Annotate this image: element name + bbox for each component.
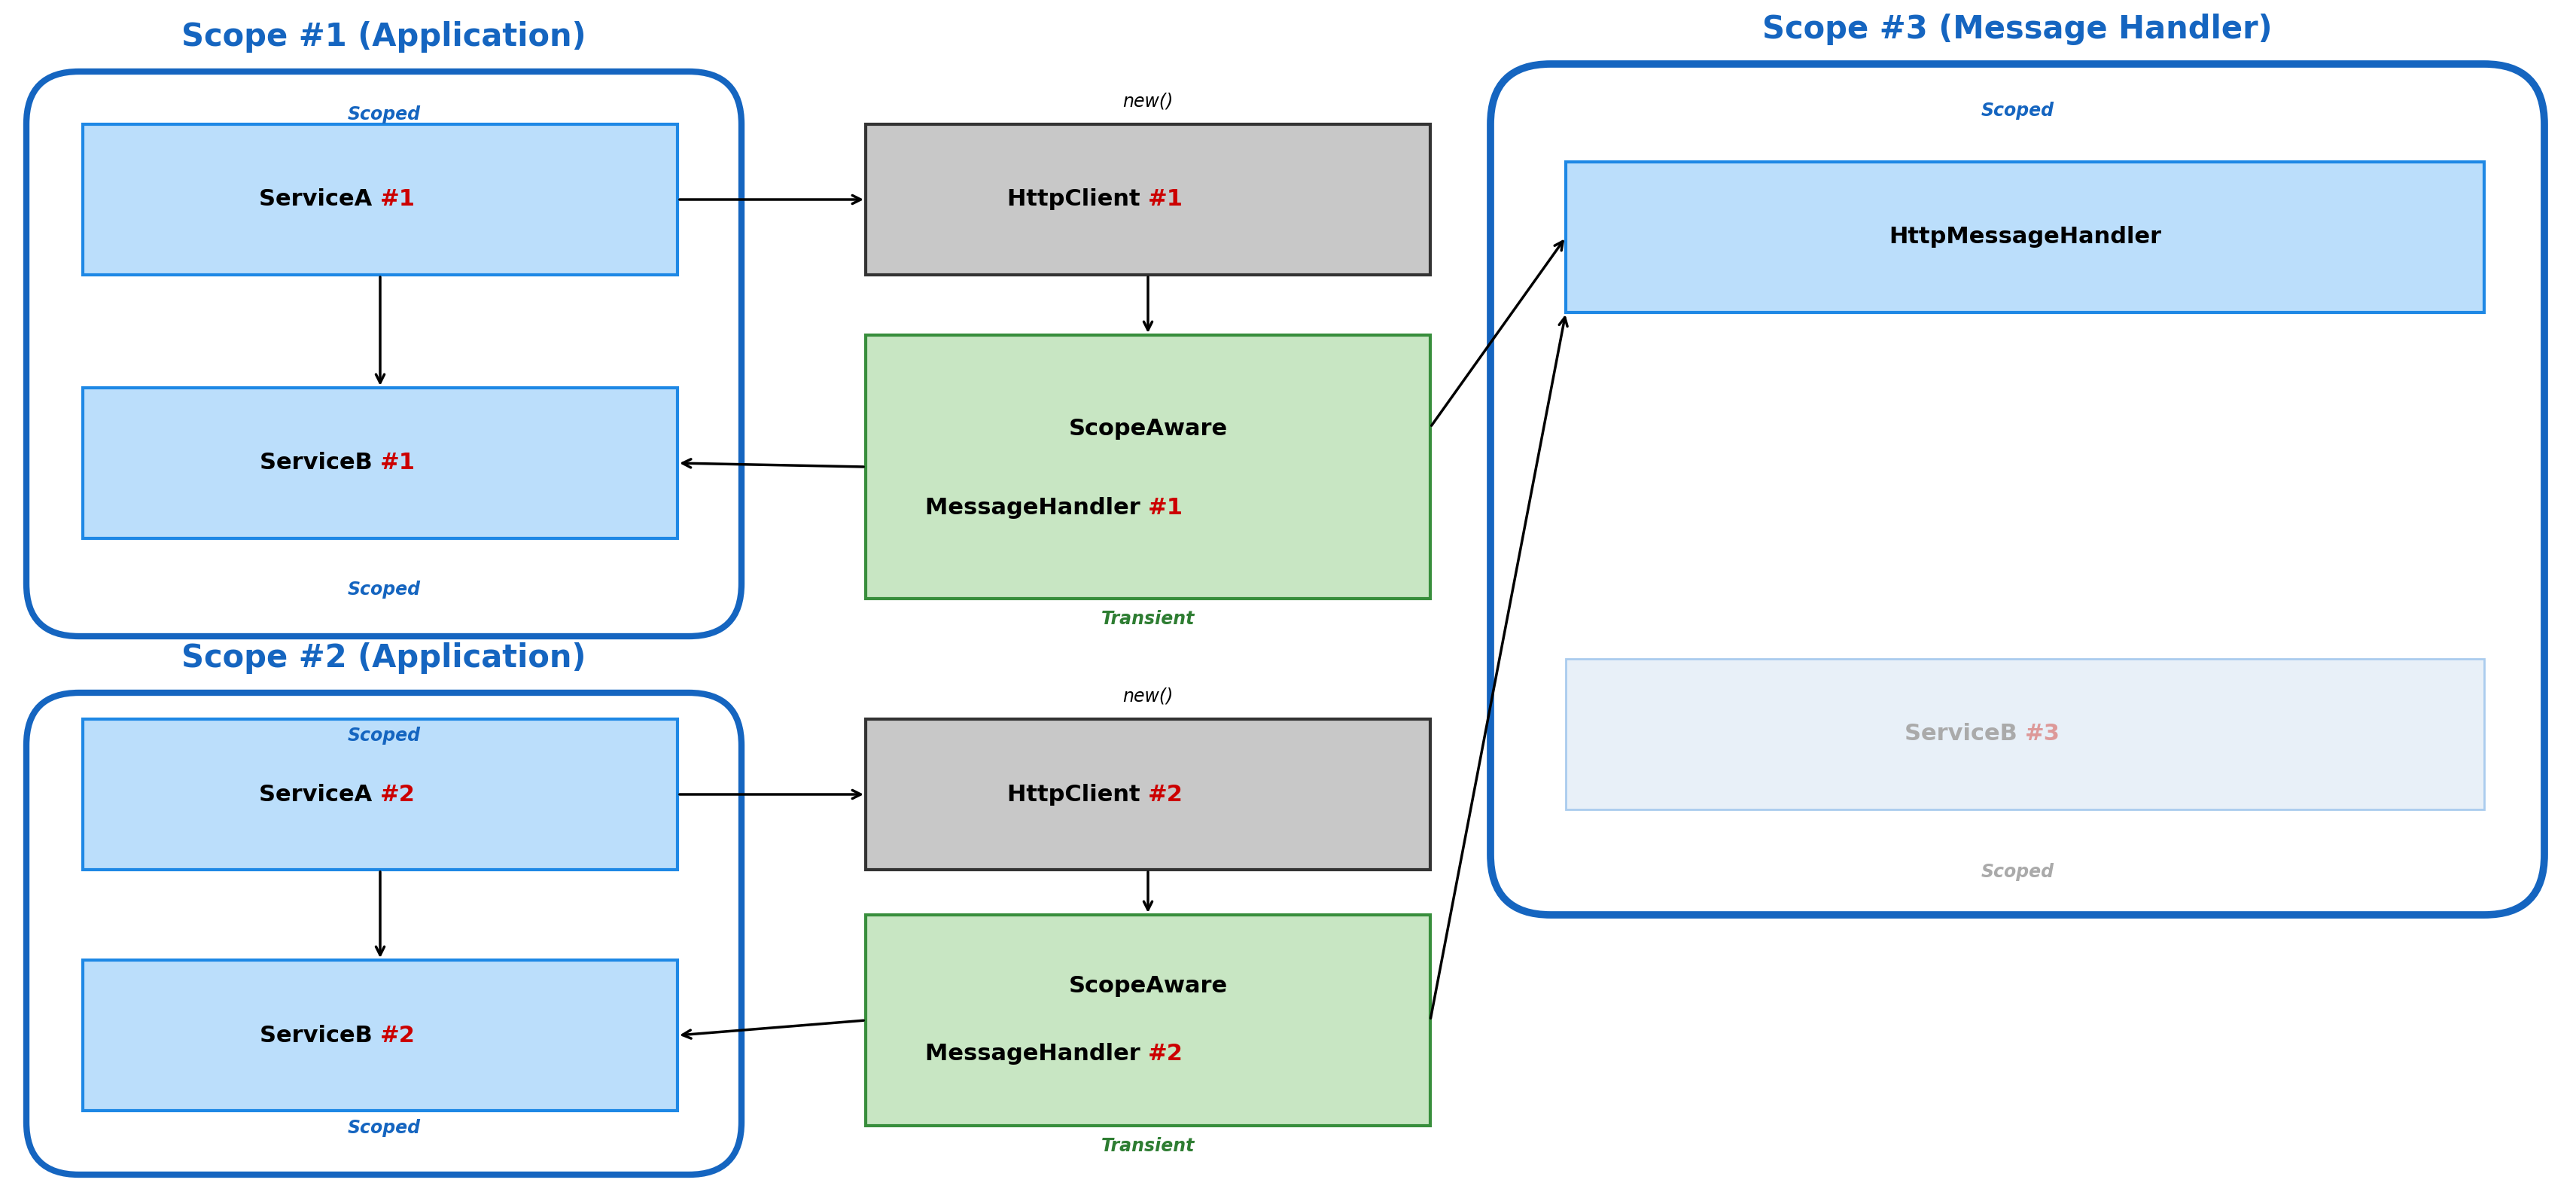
Text: MessageHandler: MessageHandler <box>925 1044 1149 1065</box>
FancyBboxPatch shape <box>866 335 1430 598</box>
Text: Transient: Transient <box>1100 610 1195 628</box>
Text: #2: #2 <box>1149 783 1182 806</box>
Text: Scope #2 (Application): Scope #2 (Application) <box>180 643 587 674</box>
Text: ServiceB: ServiceB <box>260 1024 381 1046</box>
Text: #1: #1 <box>381 189 415 210</box>
Text: Scoped: Scoped <box>348 1119 420 1137</box>
Text: Scope #1 (Application): Scope #1 (Application) <box>180 22 587 53</box>
FancyBboxPatch shape <box>866 915 1430 1125</box>
Text: Transient: Transient <box>1100 1137 1195 1155</box>
FancyBboxPatch shape <box>26 693 742 1175</box>
Text: Scoped: Scoped <box>348 106 420 124</box>
Text: #1: #1 <box>1149 189 1182 210</box>
Text: Scoped: Scoped <box>348 580 420 598</box>
Text: #1: #1 <box>381 452 415 474</box>
Text: ServiceA: ServiceA <box>260 783 381 806</box>
Text: ScopeAware: ScopeAware <box>1069 418 1226 440</box>
Text: #2: #2 <box>381 783 415 806</box>
Text: Scoped: Scoped <box>1981 102 2053 120</box>
FancyBboxPatch shape <box>866 124 1430 275</box>
Text: ServiceB: ServiceB <box>1904 723 2025 745</box>
FancyBboxPatch shape <box>1492 64 2545 915</box>
Text: HttpClient: HttpClient <box>1007 783 1149 806</box>
FancyBboxPatch shape <box>26 72 742 637</box>
Text: #3: #3 <box>2025 723 2061 745</box>
Text: HttpMessageHandler: HttpMessageHandler <box>1888 226 2161 249</box>
Text: #1: #1 <box>1149 497 1182 519</box>
Text: #2: #2 <box>1149 1044 1182 1065</box>
Text: Scoped: Scoped <box>348 727 420 745</box>
FancyBboxPatch shape <box>1566 659 2483 809</box>
FancyBboxPatch shape <box>1566 162 2483 312</box>
Text: HttpClient: HttpClient <box>1007 189 1149 210</box>
Text: ScopeAware: ScopeAware <box>1069 975 1226 997</box>
Text: ServiceA: ServiceA <box>260 189 381 210</box>
Text: Scoped: Scoped <box>1981 862 2053 882</box>
FancyBboxPatch shape <box>82 960 677 1111</box>
Text: MessageHandler: MessageHandler <box>925 497 1149 519</box>
Text: #2: #2 <box>381 1024 415 1046</box>
Text: ServiceB: ServiceB <box>260 452 381 474</box>
Text: new(): new() <box>1123 92 1172 110</box>
Text: Scope #3 (Message Handler): Scope #3 (Message Handler) <box>1762 13 2272 46</box>
FancyBboxPatch shape <box>82 124 677 275</box>
FancyBboxPatch shape <box>866 719 1430 870</box>
Text: new(): new() <box>1123 687 1172 705</box>
FancyBboxPatch shape <box>82 719 677 870</box>
FancyBboxPatch shape <box>82 388 677 538</box>
